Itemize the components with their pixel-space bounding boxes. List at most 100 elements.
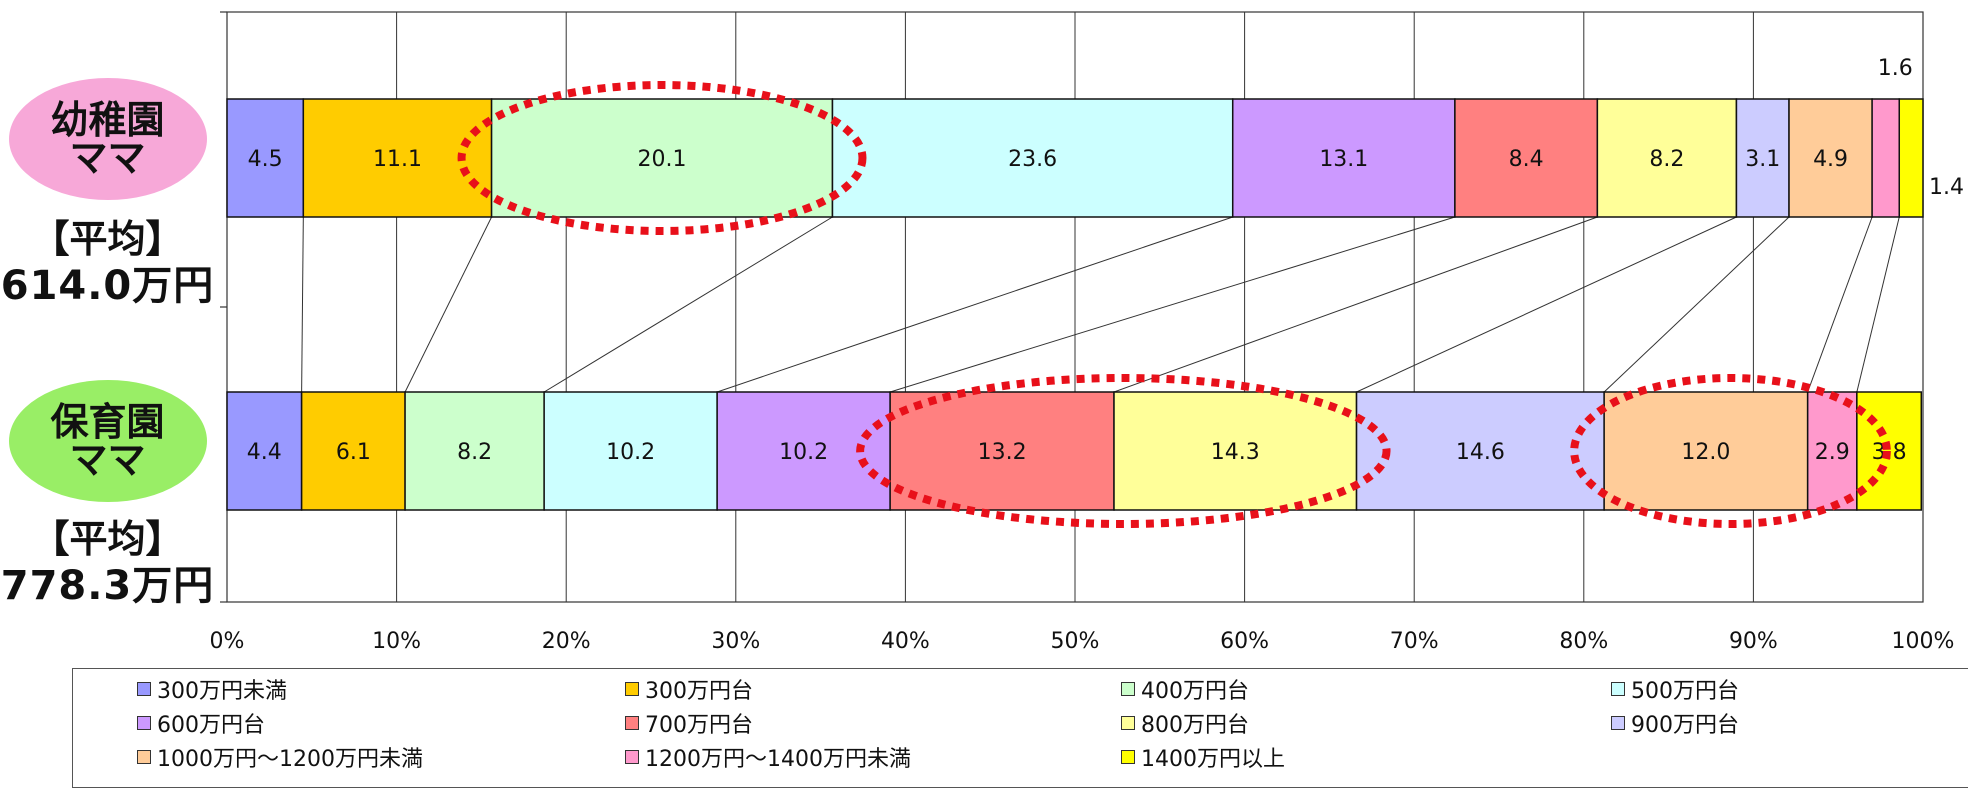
x-tick-label: 40% — [881, 629, 930, 654]
bar-segment — [1355, 391, 1605, 511]
legend-swatch — [625, 682, 639, 696]
legend-item: 400万円台 — [1121, 673, 1249, 705]
x-tick-label: 90% — [1729, 629, 1778, 654]
data-label: 1.6 — [1878, 56, 1913, 81]
legend-item: 900万円台 — [1611, 707, 1739, 739]
x-tick-label: 50% — [1051, 629, 1100, 654]
data-label: 4.4 — [247, 440, 282, 465]
legend-label: 700万円台 — [645, 713, 753, 738]
connector-line — [1856, 216, 1900, 393]
legend-item: 1200万円～1400万円未満 — [625, 741, 911, 773]
x-tick-label: 80% — [1559, 629, 1608, 654]
bar-segment — [543, 391, 718, 511]
data-label: 13.2 — [978, 440, 1027, 465]
x-tick-label: 100% — [1892, 629, 1955, 654]
nursery-average-heading: 【平均】 — [31, 517, 184, 561]
legend-item: 500万円台 — [1611, 673, 1739, 705]
bar-segment — [1898, 98, 1924, 218]
legend-item: 700万円台 — [625, 707, 753, 739]
data-label: 11.1 — [373, 147, 422, 172]
legend-label: 300万円台 — [645, 679, 753, 704]
kindergarten-group-label: 幼稚園 ママ — [0, 78, 215, 200]
legend-swatch — [137, 716, 151, 730]
legend-swatch — [1121, 682, 1135, 696]
legend-label: 1200万円～1400万円未満 — [645, 747, 911, 772]
data-label: 4.9 — [1813, 147, 1848, 172]
bar-segment — [1454, 98, 1599, 218]
data-label: 10.2 — [779, 440, 828, 465]
connector-line — [1603, 216, 1790, 393]
bar-segment — [1603, 391, 1809, 511]
data-label: 13.1 — [1319, 147, 1368, 172]
x-tick-label: 30% — [711, 629, 760, 654]
legend-swatch — [625, 716, 639, 730]
data-label: 4.5 — [248, 147, 283, 172]
data-label: 14.3 — [1211, 440, 1260, 465]
bar-segment — [1231, 98, 1456, 218]
bar-segment — [831, 98, 1234, 218]
data-label: 8.2 — [457, 440, 492, 465]
legend-swatch — [625, 750, 639, 764]
x-tick-label: 60% — [1220, 629, 1269, 654]
bar-segment — [889, 391, 1115, 511]
bar-segment — [1596, 98, 1738, 218]
legend: 300万円未満 300万円台 400万円台 500万円台 600万円台 700万円台 800… — [72, 668, 1968, 788]
data-label: 1.4 — [1929, 175, 1964, 200]
bar-segment — [404, 391, 545, 511]
legend-label: 600万円台 — [157, 713, 265, 738]
data-label: 12.0 — [1681, 440, 1730, 465]
data-label: 8.4 — [1509, 147, 1544, 172]
connector-line — [1113, 216, 1598, 393]
bar-segment — [1788, 98, 1873, 218]
data-label: 23.6 — [1008, 147, 1057, 172]
data-label: 3.1 — [1745, 147, 1780, 172]
data-label: 10.2 — [606, 440, 655, 465]
legend-item: 800万円台 — [1121, 707, 1249, 739]
x-tick-label: 0% — [210, 629, 245, 654]
bar-segment — [490, 98, 834, 218]
data-label: 6.1 — [336, 440, 371, 465]
legend-item: 1400万円以上 — [1121, 741, 1285, 773]
legend-label: 800万円台 — [1141, 713, 1249, 738]
kindergarten-bubble: 幼稚園 ママ — [8, 78, 207, 200]
legend-label: 400万円台 — [1141, 679, 1249, 704]
x-tick-label: 70% — [1390, 629, 1439, 654]
legend-swatch — [1611, 682, 1625, 696]
nursery-bubble: 保育園 ママ — [8, 380, 207, 502]
legend-swatch — [1611, 716, 1625, 730]
bar-segment — [226, 391, 303, 511]
legend-item: 300万円未満 — [137, 673, 287, 705]
data-label: 2.9 — [1815, 440, 1850, 465]
bar-segment — [1871, 98, 1901, 218]
x-tick-label: 20% — [542, 629, 591, 654]
legend-label: 900万円台 — [1631, 713, 1739, 738]
kindergarten-average: 【平均】 614.0万円 — [0, 216, 215, 310]
connector-line — [404, 216, 493, 393]
legend-label: 1400万円以上 — [1141, 747, 1285, 772]
nursery-average-value: 778.3万円 — [0, 563, 215, 609]
highlight-ellipse — [856, 374, 1391, 528]
legend-swatch — [137, 750, 151, 764]
bar-segment — [1806, 391, 1858, 511]
legend-swatch — [1121, 716, 1135, 730]
connector-line — [1356, 216, 1737, 393]
kindergarten-average-value: 614.0万円 — [0, 263, 215, 309]
legend-item: 600万円台 — [137, 707, 265, 739]
highlight-ellipse — [1570, 374, 1891, 528]
legend-label: 500万円台 — [1631, 679, 1739, 704]
legend-swatch — [1121, 750, 1135, 764]
legend-item: 1000万円～1200万円未満 — [137, 741, 423, 773]
data-label: 14.6 — [1456, 440, 1505, 465]
legend-item: 300万円台 — [625, 673, 753, 705]
connector-line — [1807, 216, 1873, 393]
connector-line — [889, 216, 1456, 393]
highlight-ellipse — [457, 81, 867, 235]
nursery-average: 【平均】 778.3万円 — [0, 516, 215, 610]
kindergarten-average-heading: 【平均】 — [31, 217, 184, 261]
data-label: 8.2 — [1649, 147, 1684, 172]
legend-swatch — [137, 682, 151, 696]
bar-segment — [300, 391, 406, 511]
connector-line — [301, 216, 304, 393]
bar-segment — [226, 98, 305, 218]
